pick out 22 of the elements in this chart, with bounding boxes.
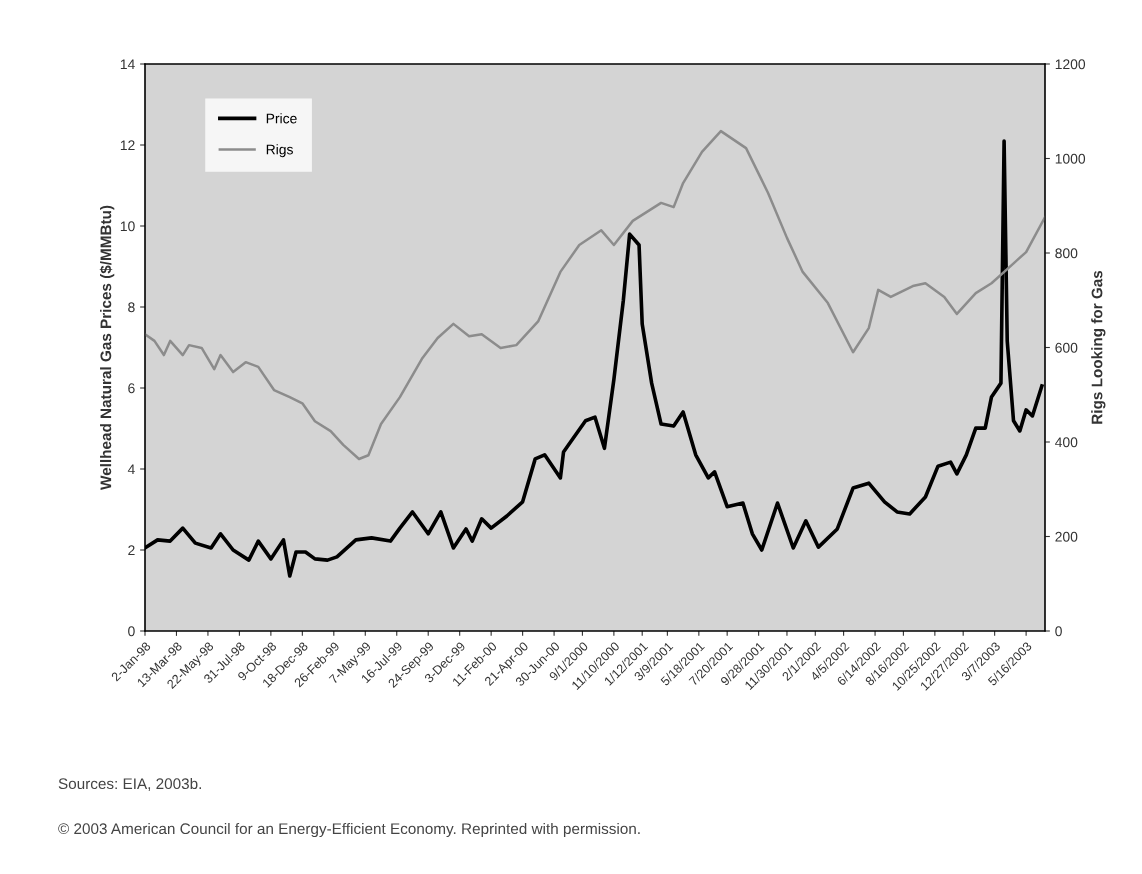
y-tick-label: 4 xyxy=(127,464,135,475)
y2-tick-label: 0 xyxy=(1055,626,1062,637)
text: © 2003 American Council for an Energy-Efficient Economy. Reprinted with permission. xyxy=(58,822,640,838)
legend-label: Price xyxy=(266,113,297,124)
y2-tick-label: 1200 xyxy=(1055,59,1086,70)
y2-tick-label: 400 xyxy=(1055,437,1078,448)
y2-tick-label: 600 xyxy=(1055,342,1078,353)
y-tick-label: 2 xyxy=(128,545,135,556)
source-note: Sources: EIA, 2003b. xyxy=(58,777,201,791)
line-series xyxy=(145,129,1045,461)
y-tick-label: 6 xyxy=(128,383,135,394)
legend-label: Rigs xyxy=(266,144,293,158)
y2-tick-label: 200 xyxy=(1055,531,1078,542)
y2-tick-label: 800 xyxy=(1055,248,1078,259)
y-tick-label: 14 xyxy=(120,59,135,70)
y2-axis-title: Rigs Looking for Gas xyxy=(1091,270,1106,424)
y-tick-label: 0 xyxy=(128,626,135,637)
y-tick-label: 8 xyxy=(128,302,135,313)
y-axis-title: Wellhead Natural Gas Prices ($/MMBtu) xyxy=(99,205,115,490)
y2-tick-label: 1000 xyxy=(1055,153,1086,164)
y-tick-label: 10 xyxy=(120,221,135,232)
y-tick-label: 12 xyxy=(120,140,135,151)
